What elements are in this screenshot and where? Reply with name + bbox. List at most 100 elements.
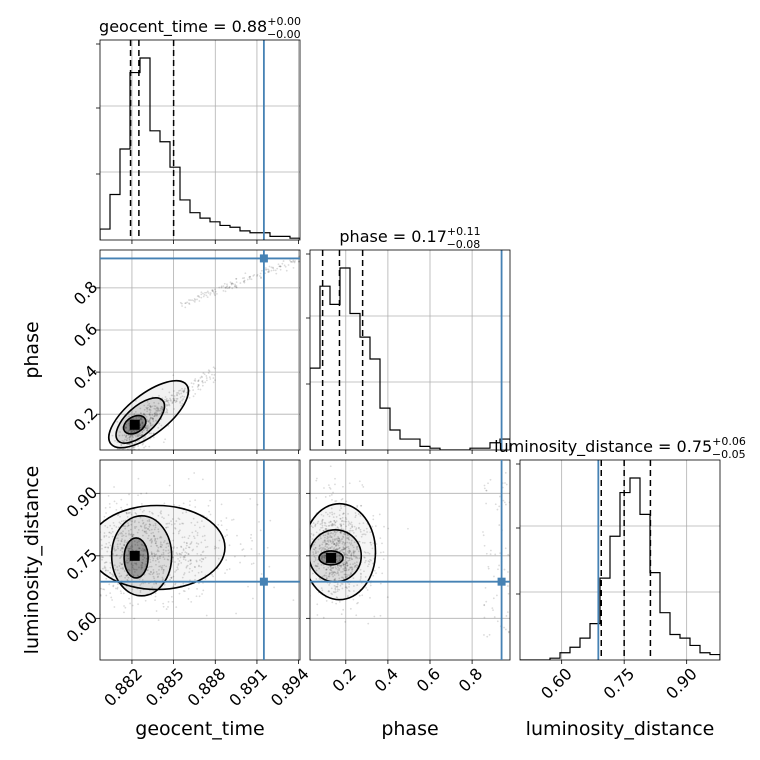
sample-point — [339, 584, 342, 587]
sample-point — [342, 564, 345, 567]
sample-point — [267, 270, 270, 273]
sample-point — [353, 585, 355, 587]
sample-point — [107, 494, 110, 497]
sample-point — [330, 571, 333, 574]
sample-point — [329, 487, 332, 490]
sample-point — [163, 558, 166, 561]
sample-point — [320, 526, 322, 529]
sample-point — [349, 550, 352, 553]
sample-point — [173, 399, 176, 402]
sample-point — [485, 502, 488, 505]
sample-point — [113, 548, 116, 551]
sample-point — [324, 557, 327, 560]
sample-point — [485, 489, 488, 492]
sample-point — [333, 547, 336, 549]
sample-point — [330, 592, 333, 595]
sample-point — [113, 606, 116, 608]
sample-point — [181, 512, 184, 514]
sample-point — [320, 549, 323, 552]
sample-point — [325, 549, 328, 551]
sample-point — [134, 441, 137, 444]
sample-point — [183, 396, 186, 398]
sample-point — [354, 512, 357, 514]
sample-point — [115, 526, 118, 528]
sample-point — [172, 532, 175, 535]
sample-point — [196, 531, 199, 534]
sample-point — [333, 542, 335, 545]
sample-point — [324, 527, 327, 530]
sample-point — [329, 569, 332, 571]
sample-point — [155, 419, 157, 422]
sample-point — [327, 484, 330, 487]
sample-point — [172, 585, 175, 588]
sample-point — [485, 552, 488, 555]
sample-point — [497, 568, 499, 571]
sample-point — [314, 524, 317, 527]
sample-point — [148, 419, 151, 422]
sample-point — [330, 566, 332, 568]
sample-point — [138, 434, 141, 437]
sample-point — [337, 566, 339, 569]
sample-point — [343, 564, 345, 566]
sample-point — [155, 407, 158, 409]
sample-point — [369, 541, 372, 544]
sample-point — [364, 551, 367, 554]
sample-point — [147, 528, 149, 530]
sample-point — [137, 477, 140, 480]
sample-point — [345, 546, 348, 549]
sample-point — [175, 399, 178, 402]
sample-point — [334, 521, 337, 524]
sample-point — [203, 534, 206, 537]
sample-point — [278, 265, 281, 268]
sample-point — [161, 544, 164, 546]
sample-point — [198, 296, 201, 298]
sample-point — [348, 559, 351, 562]
sample-point — [146, 410, 149, 413]
sample-point — [205, 294, 208, 297]
sample-point — [157, 530, 160, 533]
sample-point — [362, 541, 364, 544]
sample-point — [141, 433, 143, 436]
sample-point — [339, 564, 341, 567]
sample-point — [150, 551, 153, 554]
sample-point — [129, 434, 132, 437]
sample-point — [133, 508, 135, 511]
sample-point — [200, 375, 203, 378]
sample-point — [352, 551, 355, 553]
sample-point — [229, 281, 232, 284]
sample-point — [340, 525, 342, 528]
sample-point — [224, 286, 227, 289]
sample-point — [135, 512, 138, 515]
sample-point — [258, 552, 261, 555]
sample-point — [371, 547, 374, 550]
sample-point — [188, 303, 191, 305]
sample-point — [127, 557, 130, 560]
sample-point — [121, 434, 124, 437]
sample-point — [324, 522, 327, 525]
sample-point — [130, 439, 133, 442]
sample-point — [345, 518, 348, 521]
sample-point — [135, 568, 138, 571]
sample-point — [139, 553, 142, 556]
sample-point — [368, 552, 371, 555]
sample-point — [369, 584, 372, 587]
sample-point — [322, 534, 325, 537]
sample-point — [161, 388, 164, 391]
sample-point — [141, 547, 144, 550]
sample-point — [273, 586, 275, 589]
sample-point — [129, 511, 132, 514]
sample-point — [127, 549, 130, 552]
sample-point — [175, 520, 178, 522]
sample-point — [343, 565, 346, 568]
sample-point — [186, 542, 188, 545]
sample-point — [231, 287, 234, 290]
sample-point — [133, 429, 136, 432]
sample-point — [494, 553, 497, 556]
sample-point — [249, 537, 252, 539]
sample-point — [334, 548, 337, 551]
sample-point — [182, 548, 185, 551]
sample-point — [306, 536, 308, 538]
sample-point — [149, 422, 151, 425]
sample-point — [341, 548, 344, 551]
sample-point — [157, 514, 160, 517]
